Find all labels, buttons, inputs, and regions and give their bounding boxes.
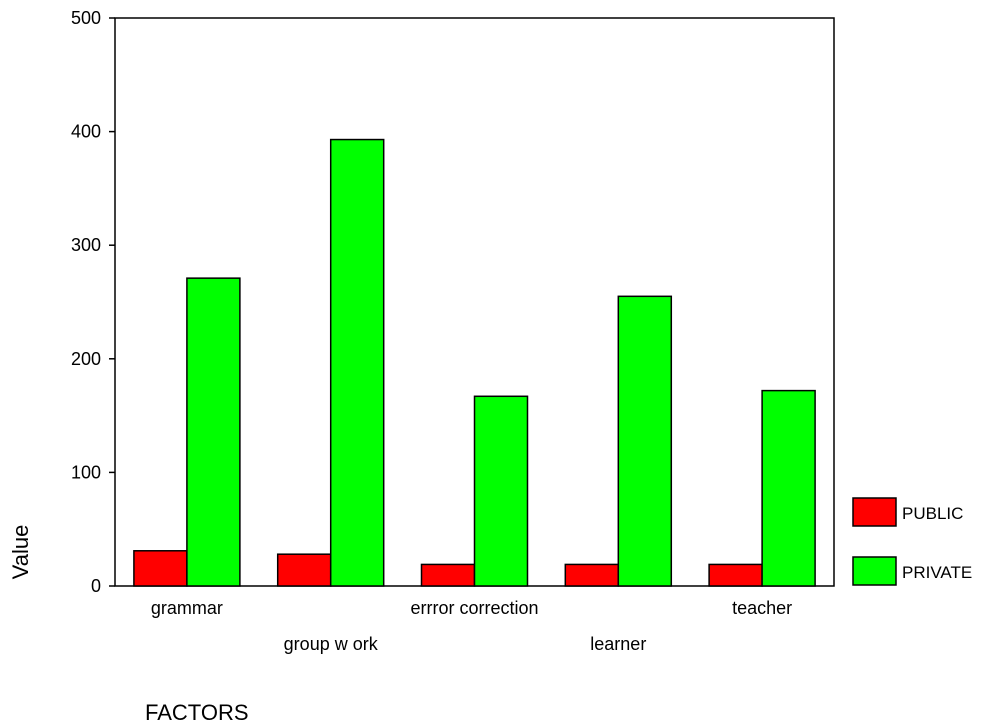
x-axis-title: FACTORS <box>145 700 249 725</box>
y-axis: 0 100 200 300 400 500 <box>71 8 115 596</box>
bar-private-2 <box>473 395 529 587</box>
y-tick-label: 400 <box>71 122 101 142</box>
bar-private-1 <box>329 138 385 587</box>
y-tick-label: 0 <box>91 576 101 596</box>
bar-public-2 <box>420 563 476 587</box>
x-tick-label: errror correction <box>410 598 538 618</box>
legend-swatch-private <box>852 556 897 586</box>
x-tick-label: grammar <box>151 598 223 618</box>
y-tick-label: 500 <box>71 8 101 28</box>
y-tick-label: 300 <box>71 235 101 255</box>
bar-private-0 <box>186 277 241 587</box>
bar-public-1 <box>276 553 332 587</box>
y-tick-label: 100 <box>71 462 101 482</box>
legend-label-public: PUBLIC <box>902 504 963 523</box>
x-tick-label: teacher <box>732 598 792 618</box>
x-tick-label: group w ork <box>284 634 379 654</box>
x-axis: grammar group w ork errror correction learn… <box>151 598 792 654</box>
bar-public-3 <box>564 563 620 587</box>
bar-private-3 <box>617 295 673 587</box>
y-tick-label: 200 <box>71 349 101 369</box>
bars <box>133 138 816 587</box>
legend: PUBLIC PRIVATE <box>852 497 972 586</box>
y-axis-title: Value <box>8 525 33 580</box>
legend-label-private: PRIVATE <box>902 563 972 582</box>
bar-public-0 <box>133 550 188 587</box>
bar-public-4 <box>708 563 763 587</box>
x-tick-label: learner <box>590 634 646 654</box>
legend-swatch-public <box>852 497 897 527</box>
bar-private-4 <box>761 389 816 587</box>
